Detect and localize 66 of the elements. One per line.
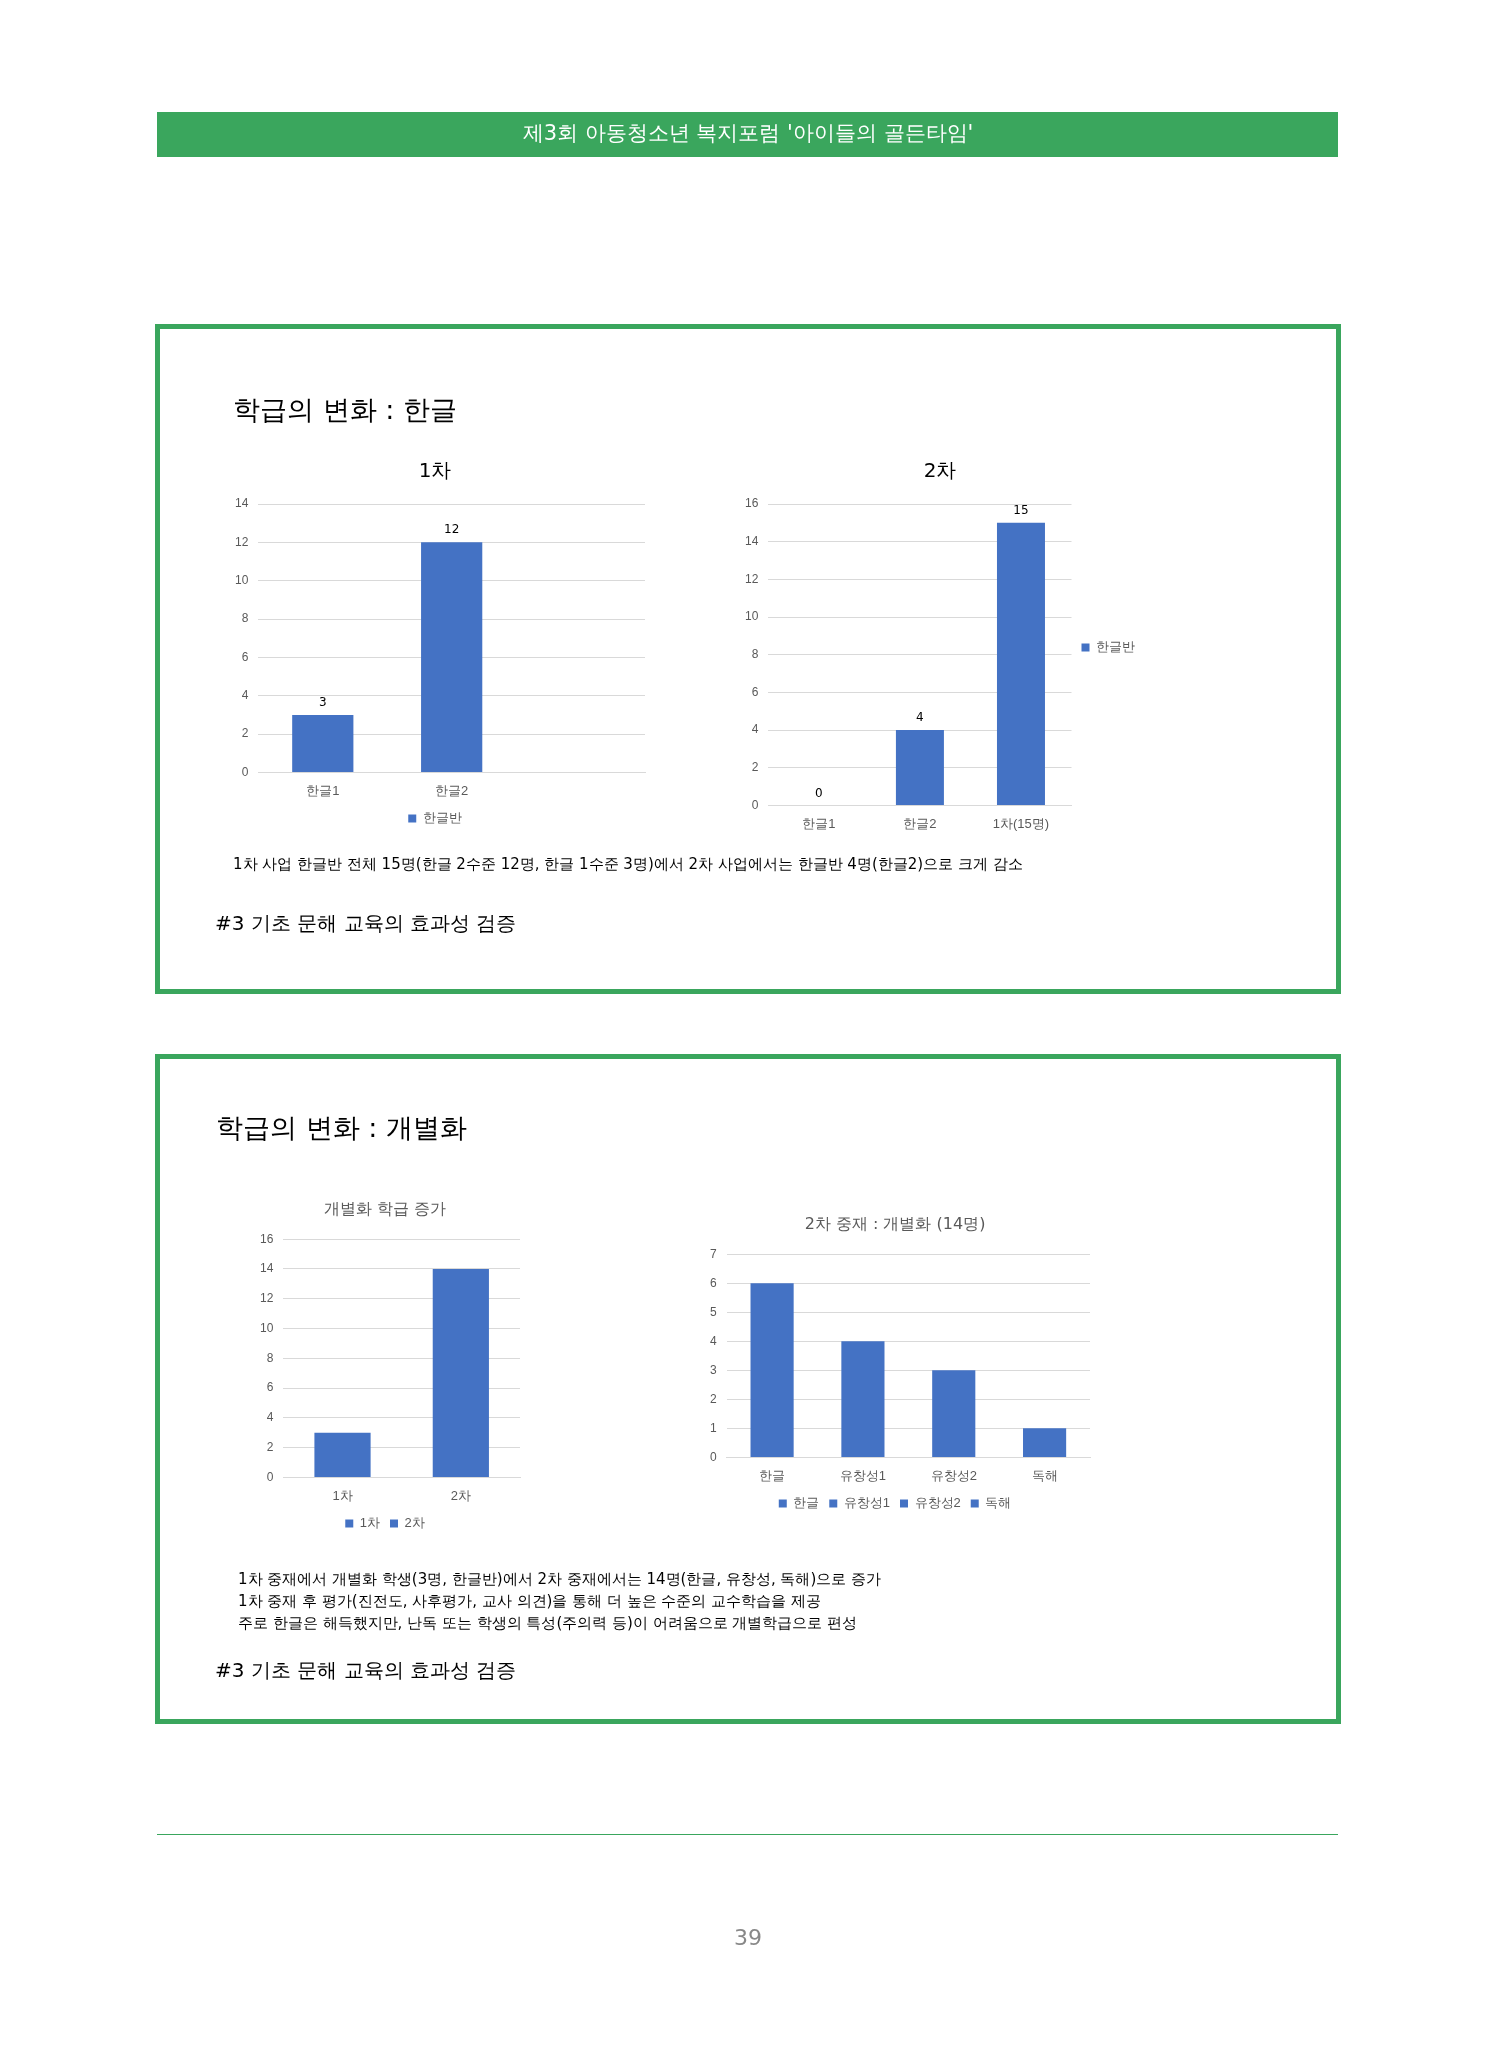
x-tick-label: 한글2 <box>903 815 937 831</box>
y-tick-label: 4 <box>266 1410 274 1425</box>
data-label: 3 <box>318 695 327 710</box>
chart-title: 2차 <box>923 458 957 483</box>
y-tick-label: 10 <box>744 609 759 624</box>
y-tick-label: 4 <box>241 688 249 703</box>
y-tick-label: 5 <box>709 1304 717 1319</box>
y-tick-label: 6 <box>751 684 759 699</box>
legend-label: 1차 <box>359 1515 380 1531</box>
y-tick-label: 0 <box>241 764 249 779</box>
y-tick-label: 2 <box>709 1391 717 1406</box>
y-tick-label: 2 <box>751 760 759 775</box>
legend-label: 한글반 <box>422 810 462 826</box>
data-label: 0 <box>815 785 823 800</box>
data-label: 15 <box>1013 502 1029 517</box>
y-tick-label: 14 <box>744 533 759 548</box>
text: 1차 사업 한글반 전체 15명(한글 2수준 12명, 한글 1수준 3명)에서 2차 사업에서는 한글반 4명(한글2)으로 크게 감소 <box>233 855 1023 874</box>
y-tick-label: 6 <box>266 1380 274 1395</box>
y-tick-label: 2 <box>241 726 249 741</box>
y-tick-label: 0 <box>709 1449 717 1464</box>
text: 학급의 변화 : 개별화 <box>216 1111 467 1145</box>
x-tick-label: 한글1 <box>306 782 340 798</box>
x-tick-label: 1차(15명) <box>992 815 1050 831</box>
y-tick-label: 14 <box>259 1261 274 1276</box>
y-tick-label: 10 <box>259 1320 274 1335</box>
chart-title: 1차 <box>418 458 452 483</box>
y-tick-label: 16 <box>259 1231 274 1246</box>
y-tick-label: 4 <box>751 722 759 737</box>
x-tick-label: 유창성2 <box>930 1467 977 1483</box>
text: 주로 한글은 해득했지만, 난독 또는 학생의 특성(주의력 등)이 어려움으로 개별학급으로 편성 <box>238 1614 858 1633</box>
y-tick-label: 8 <box>266 1350 274 1365</box>
y-tick-label: 3 <box>709 1362 717 1377</box>
x-tick-label: 독해 <box>1031 1467 1058 1483</box>
y-tick-label: 1 <box>709 1420 717 1435</box>
text: 39 <box>734 1925 762 1950</box>
text: 1차 중재 후 평가(진전도, 사후평가, 교사 의견)을 통해 더 높은 수준의 교수학습을 제공 <box>238 1592 822 1611</box>
x-tick-label: 한글 <box>759 1467 786 1483</box>
data-label: 4 <box>916 710 924 725</box>
y-tick-label: 0 <box>751 797 759 812</box>
y-tick-label: 2 <box>266 1439 274 1454</box>
y-tick-label: 12 <box>259 1291 274 1306</box>
x-tick-label: 한글2 <box>435 782 469 798</box>
x-tick-label: 유창성1 <box>839 1467 887 1483</box>
legend-label: 2차 <box>404 1515 425 1531</box>
y-tick-label: 16 <box>744 496 759 511</box>
y-tick-label: 8 <box>751 647 759 662</box>
text: #3 기초 문해 교육의 효과성 검증 <box>215 910 517 937</box>
y-tick-label: 12 <box>234 534 249 549</box>
legend-label: 한글반 <box>1096 639 1135 655</box>
x-tick-label: 한글1 <box>802 815 836 831</box>
y-tick-label: 6 <box>709 1275 717 1290</box>
text: #3 기초 문해 교육의 효과성 검증 <box>215 1657 517 1684</box>
y-tick-label: 12 <box>744 571 759 586</box>
chart-title: 2차 중재 : 개별화 (14명) <box>804 1213 986 1233</box>
y-tick-label: 8 <box>241 611 249 626</box>
y-tick-label: 10 <box>234 573 249 587</box>
y-tick-label: 7 <box>709 1246 717 1261</box>
y-tick-label: 6 <box>241 649 249 664</box>
text: 1차 중재에서 개별화 학생(3명, 한글반)에서 2차 중재에서는 14명(한글, 유창성, 독해)으로 증가 <box>238 1570 882 1589</box>
y-tick-label: 14 <box>234 496 249 511</box>
chart-title: 개별화 학급 증가 <box>323 1198 447 1218</box>
y-tick-label: 0 <box>266 1469 274 1484</box>
data-label: 12 <box>444 522 460 537</box>
text: 학급의 변화 : 한글 <box>233 393 457 427</box>
y-tick-label: 4 <box>709 1333 717 1348</box>
text: 제3회 아동청소년 복지포럼 '아이들의 골든타임' <box>522 120 974 147</box>
